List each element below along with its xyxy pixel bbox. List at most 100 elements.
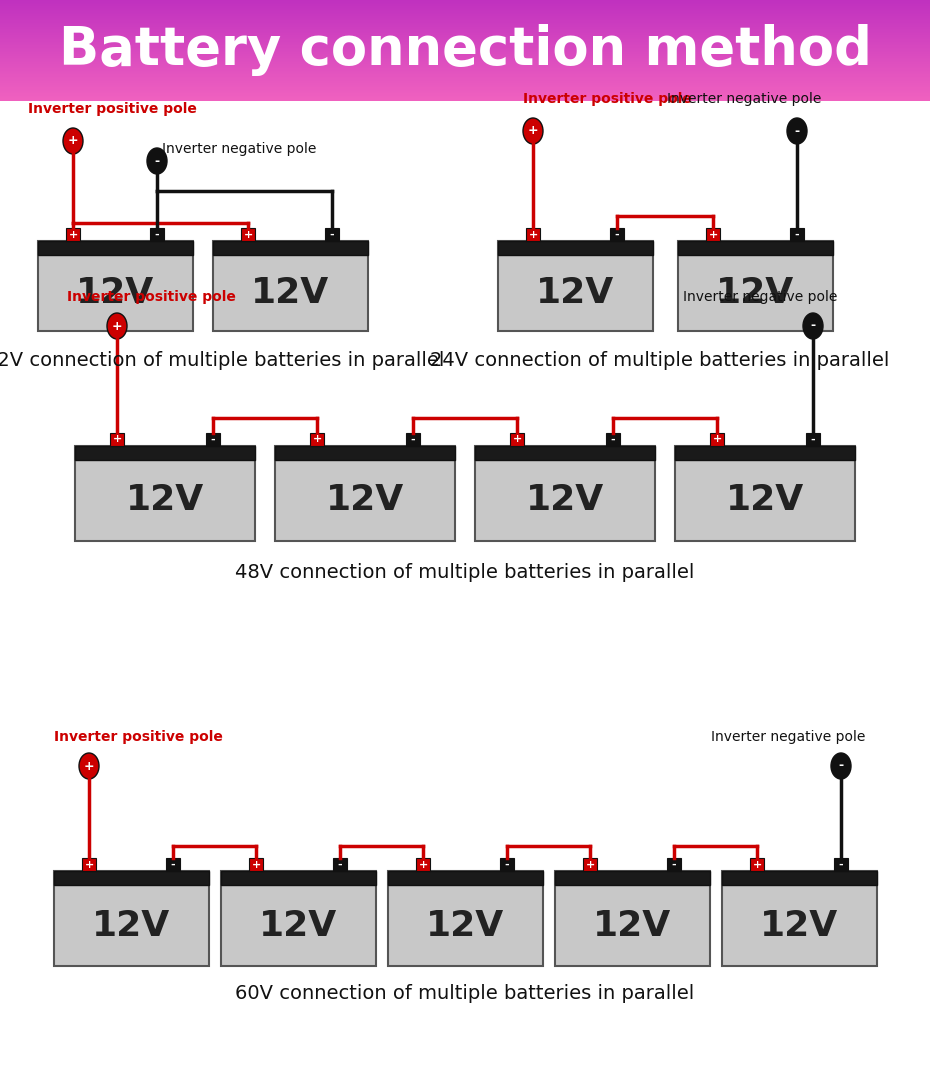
Bar	[54, 871, 208, 966]
Bar	[0, 96, 930, 99]
Text: 12V: 12V	[326, 483, 405, 517]
Text: -: -	[211, 435, 216, 444]
Bar	[0, 49, 930, 50]
Bar	[0, 78, 930, 79]
Bar	[0, 65, 930, 66]
Bar	[0, 89, 930, 91]
Bar	[0, 86, 930, 87]
Bar	[0, 85, 930, 86]
Ellipse shape	[787, 118, 807, 144]
Bar	[66, 228, 80, 241]
Text: 12V: 12V	[537, 276, 615, 310]
Text: +: +	[84, 759, 94, 772]
Text: Inverter positive pole: Inverter positive pole	[523, 92, 692, 106]
Bar	[206, 433, 220, 446]
Bar	[0, 72, 930, 73]
Bar	[475, 446, 655, 461]
Bar	[675, 446, 855, 461]
Bar	[0, 27, 930, 29]
Bar	[0, 90, 930, 92]
Bar	[388, 871, 542, 966]
Bar	[0, 33, 930, 35]
Text: 60V connection of multiple batteries in parallel: 60V connection of multiple batteries in …	[235, 984, 695, 1004]
Text: -: -	[794, 124, 800, 137]
Bar	[722, 871, 876, 966]
Bar	[213, 241, 368, 331]
Bar	[110, 433, 124, 446]
Bar	[0, 19, 930, 21]
Bar	[0, 21, 930, 22]
Text: +: +	[244, 229, 253, 240]
Ellipse shape	[523, 118, 543, 144]
Bar	[0, 15, 930, 16]
Bar	[678, 241, 833, 331]
Bar	[0, 24, 930, 26]
Text: -: -	[810, 319, 816, 332]
Bar	[0, 47, 930, 49]
Text: +: +	[752, 860, 762, 870]
Bar	[82, 858, 96, 871]
Text: -: -	[505, 860, 510, 870]
Ellipse shape	[831, 753, 851, 779]
Bar	[0, 37, 930, 40]
Bar	[275, 446, 455, 541]
Bar	[0, 60, 930, 62]
Text: Inverter negative pole: Inverter negative pole	[162, 142, 316, 156]
Text: +: +	[68, 135, 78, 148]
Bar	[0, 45, 930, 47]
Text: Inverter negative pole: Inverter negative pole	[667, 92, 821, 106]
Bar	[750, 858, 764, 871]
Bar	[0, 36, 930, 37]
Bar	[0, 26, 930, 28]
Text: +: +	[709, 229, 718, 240]
Ellipse shape	[79, 753, 99, 779]
Bar	[790, 228, 804, 241]
Bar	[722, 871, 876, 885]
Text: +: +	[85, 860, 94, 870]
Bar	[0, 46, 930, 48]
Bar	[0, 95, 930, 97]
Bar	[0, 100, 930, 101]
Bar	[706, 228, 720, 241]
Bar	[310, 433, 324, 446]
Bar	[0, 13, 930, 15]
Text: -: -	[795, 229, 799, 240]
Bar	[0, 4, 930, 6]
Bar	[0, 39, 930, 41]
Ellipse shape	[63, 129, 83, 154]
Bar	[583, 858, 597, 871]
Text: -: -	[839, 759, 844, 772]
Text: +: +	[512, 435, 522, 444]
Text: -: -	[671, 860, 676, 870]
Text: 12V: 12V	[259, 908, 337, 942]
Bar	[0, 50, 930, 51]
Text: -: -	[611, 435, 616, 444]
Bar	[0, 54, 930, 56]
Text: 12V: 12V	[716, 276, 794, 310]
Bar	[0, 3, 930, 5]
Bar	[75, 446, 255, 541]
Text: 12V: 12V	[126, 483, 204, 517]
Bar	[0, 55, 930, 57]
Text: 12V connection of multiple batteries in parallel: 12V connection of multiple batteries in …	[0, 351, 445, 369]
Text: +: +	[113, 435, 122, 444]
Text: Inverter positive pole: Inverter positive pole	[54, 730, 223, 744]
Bar	[0, 52, 930, 55]
Bar	[0, 16, 930, 18]
Bar	[416, 858, 430, 871]
Bar	[0, 30, 930, 31]
Text: 12V: 12V	[525, 483, 604, 517]
Text: +: +	[112, 319, 123, 332]
Bar	[0, 59, 930, 61]
Bar	[0, 11, 930, 13]
Text: -: -	[154, 229, 159, 240]
Bar	[0, 58, 930, 59]
Bar	[667, 858, 681, 871]
Bar	[0, 67, 930, 70]
Bar	[333, 858, 347, 871]
Bar	[220, 871, 376, 966]
Bar	[806, 433, 820, 446]
Bar	[0, 35, 930, 36]
Bar	[0, 7, 930, 9]
Bar	[406, 433, 420, 446]
